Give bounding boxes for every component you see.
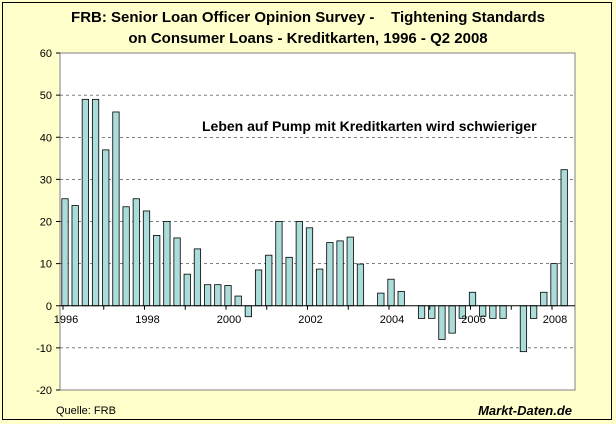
y-tick-label: 60	[40, 48, 52, 60]
bar	[377, 292, 385, 307]
bar	[275, 221, 283, 307]
bar	[61, 198, 69, 307]
bar	[346, 236, 354, 307]
y-tick-label: 30	[40, 174, 52, 186]
chart-title-line-1: FRB: Senior Loan Officer Opinion Survey …	[71, 9, 545, 26]
brand-label: Markt-Daten.de	[478, 403, 572, 418]
bar	[316, 268, 324, 307]
bar	[530, 305, 538, 319]
bar	[417, 305, 426, 319]
bar	[336, 240, 344, 307]
bar	[244, 305, 252, 318]
bars	[61, 98, 568, 353]
bar	[183, 273, 191, 307]
bar	[193, 248, 202, 307]
source-label: Quelle: FRB	[56, 405, 116, 417]
bar	[234, 295, 242, 307]
bar	[224, 285, 232, 307]
x-tick-label: 2000	[217, 314, 241, 326]
bar	[214, 284, 222, 307]
bar	[550, 263, 558, 307]
bar	[387, 278, 395, 307]
bar	[519, 305, 528, 353]
bar	[285, 256, 293, 307]
bar	[448, 305, 456, 334]
bar	[305, 227, 314, 307]
x-tick-label: 1998	[135, 314, 159, 326]
bar	[560, 169, 568, 307]
bar	[132, 198, 140, 307]
x-tick-label: 1996	[54, 314, 78, 326]
bar	[204, 284, 212, 307]
y-tick-label: 0	[46, 301, 52, 313]
bar	[102, 149, 110, 307]
bar	[468, 291, 477, 307]
bar	[81, 98, 89, 307]
bar	[122, 206, 130, 307]
bar	[397, 291, 405, 307]
bar	[71, 205, 79, 307]
bar	[438, 305, 446, 340]
bar	[265, 254, 273, 307]
x-tick-label: 2006	[461, 314, 485, 326]
bar	[91, 98, 100, 307]
y-tick-label: 10	[40, 259, 52, 271]
x-tick-label: 2008	[543, 314, 567, 326]
bar	[489, 305, 497, 319]
bar	[142, 210, 151, 307]
chart-annotation: Leben auf Pump mit Kreditkarten wird sch…	[202, 118, 537, 134]
bar	[153, 235, 161, 307]
bar	[499, 305, 507, 319]
bar	[295, 221, 303, 307]
bar	[540, 291, 548, 307]
bar	[112, 111, 120, 307]
bar	[254, 269, 263, 307]
chart-title-line-2: on Consumer Loans - Kreditkarten, 1996 -…	[128, 30, 488, 47]
bar	[356, 263, 365, 307]
bar	[163, 221, 171, 307]
y-tick-label: 20	[40, 217, 52, 229]
y-tick-label: 50	[40, 90, 52, 102]
y-tick-label: -20	[36, 385, 52, 397]
axes: -20 -10 0 10 20 30 40 50 60 1996 1998 2000 2002 2004 2…	[36, 48, 575, 397]
x-tick-label: 2004	[380, 314, 404, 326]
bar	[173, 237, 181, 307]
y-tick-label: 40	[40, 132, 52, 144]
bar	[326, 242, 334, 307]
x-tick-label: 2002	[298, 314, 322, 326]
y-tick-label: -10	[36, 343, 52, 355]
